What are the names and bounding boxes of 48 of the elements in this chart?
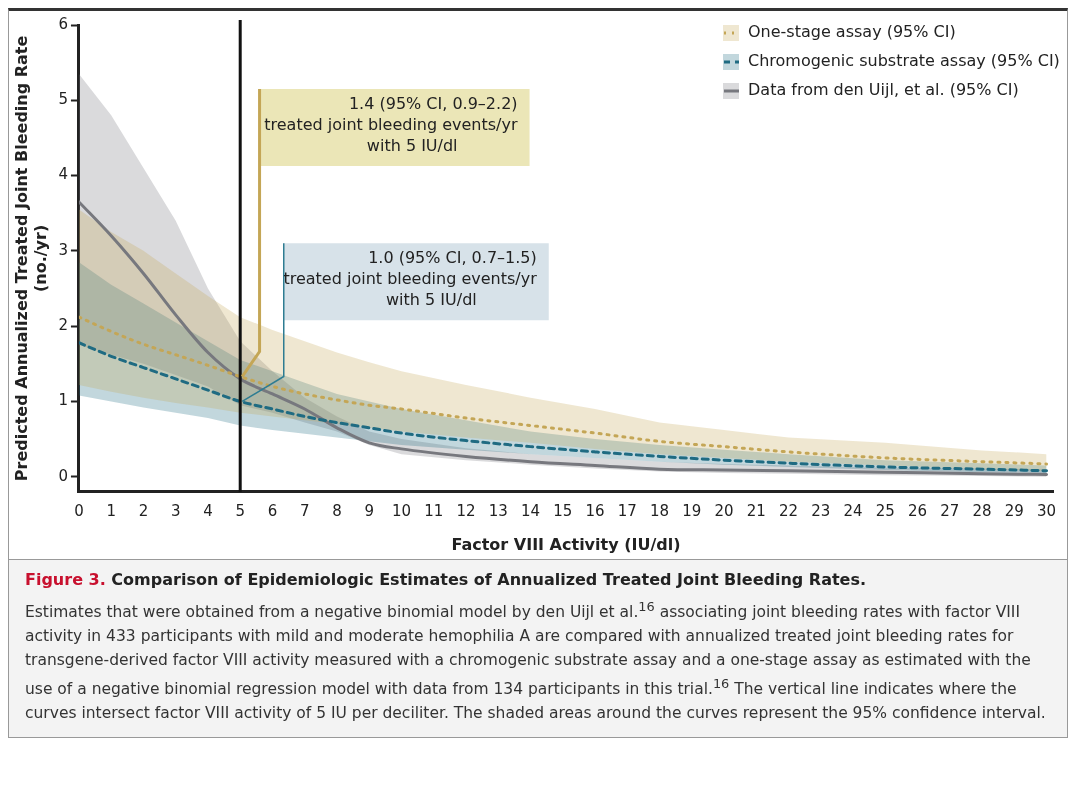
- x-tick-label: 15: [553, 501, 573, 520]
- x-tick-label: 1: [106, 501, 116, 520]
- x-tick-label: 30: [1037, 501, 1057, 520]
- x-tick-label: 12: [456, 501, 476, 520]
- x-tick-label: 3: [170, 501, 181, 520]
- x-axis-title: Factor VIII Activity (IU/dl): [451, 534, 681, 554]
- x-tick-label: 26: [907, 501, 928, 520]
- x-tick-label: 5: [235, 501, 245, 520]
- annotation: 1.4 (95% CI, 0.9–2.2) treated joint bleeding events/yr with 5 IU/dl: [264, 94, 518, 156]
- x-tick-label: 25: [875, 501, 895, 520]
- x-tick-label: 23: [811, 501, 831, 520]
- line-series: [78, 341, 1049, 473]
- y-tick-label: 2: [58, 316, 68, 335]
- x-tick-label: 21: [746, 501, 766, 520]
- x-tick-label: 14: [520, 501, 541, 520]
- x-tick-label: 8: [332, 501, 342, 520]
- x-tick-label: 10: [391, 501, 412, 520]
- x-tick-label: 20: [714, 501, 734, 520]
- text: Figure 3. Comparison of Epidemiologic Estimates of Annualized Treated Joint Bleeding Rates.: [25, 570, 868, 589]
- x-tick-label: 18: [649, 501, 670, 520]
- x-tick-label: 4: [203, 501, 213, 520]
- y-tick-label: 6: [58, 14, 68, 33]
- annotation: 1.0 (95% CI, 0.7–1.5) treated joint bleeding events/yr with 5 IU/dl: [283, 248, 538, 310]
- x-tick-label: 9: [364, 501, 374, 520]
- legend-label: One-stage assay (95% CI): [748, 22, 956, 42]
- y-axis-title: Predicted Annualized Treated Joint Bleeding Rate (no./yr): [11, 35, 50, 482]
- x-tick-label: 19: [682, 501, 702, 520]
- x-tick-label: 27: [940, 501, 960, 520]
- x-tick-label: 28: [972, 501, 992, 520]
- y-tick-label: 3: [58, 240, 68, 259]
- y-tick-label: 5: [58, 90, 68, 109]
- text: Estimates that were obtained from a negative binomial model by den Uijl et al.$^{16}$ associating joint bleeding rates with factor VIII activity in 433 participants with mild and moderate hemophilia A are compared with annualized treated joint bleeding rates for transgene-derived factor VIII activity measured with a chromogenic substrate assay and a one-stage assay as estimated with the use of a negative binomial regression model with data from 134 participants in this trial.$^{16}$ The vertical line indicates where the curves intersect factor VIII activity of 5 IU per deciliter. The shaded areas around the curves represent the 95% confidence interval.: [25, 599, 1046, 723]
- x-tick-label: 6: [267, 501, 278, 520]
- y-tick-label: 4: [58, 165, 68, 184]
- y-tick-label: 1: [58, 391, 68, 410]
- x-tick-label: 24: [843, 501, 863, 520]
- x-tick-label: 13: [488, 501, 508, 520]
- x-tick-label: 17: [617, 501, 637, 520]
- x-tick-label: 22: [778, 501, 799, 520]
- x-tick-label: 16: [585, 501, 605, 520]
- x-tick-label: 29: [1004, 501, 1024, 520]
- x-tick-label: 2: [138, 501, 149, 520]
- legend-label: Chromogenic substrate assay (95% CI): [748, 51, 1060, 71]
- legend-label: Data from den Uijl, et al. (95% CI): [748, 80, 1019, 100]
- x-tick-label: 11: [424, 501, 444, 520]
- x-tick-label: 0: [74, 501, 84, 520]
- x-tick-label: 7: [299, 501, 310, 520]
- y-tick-label: 0: [58, 466, 68, 485]
